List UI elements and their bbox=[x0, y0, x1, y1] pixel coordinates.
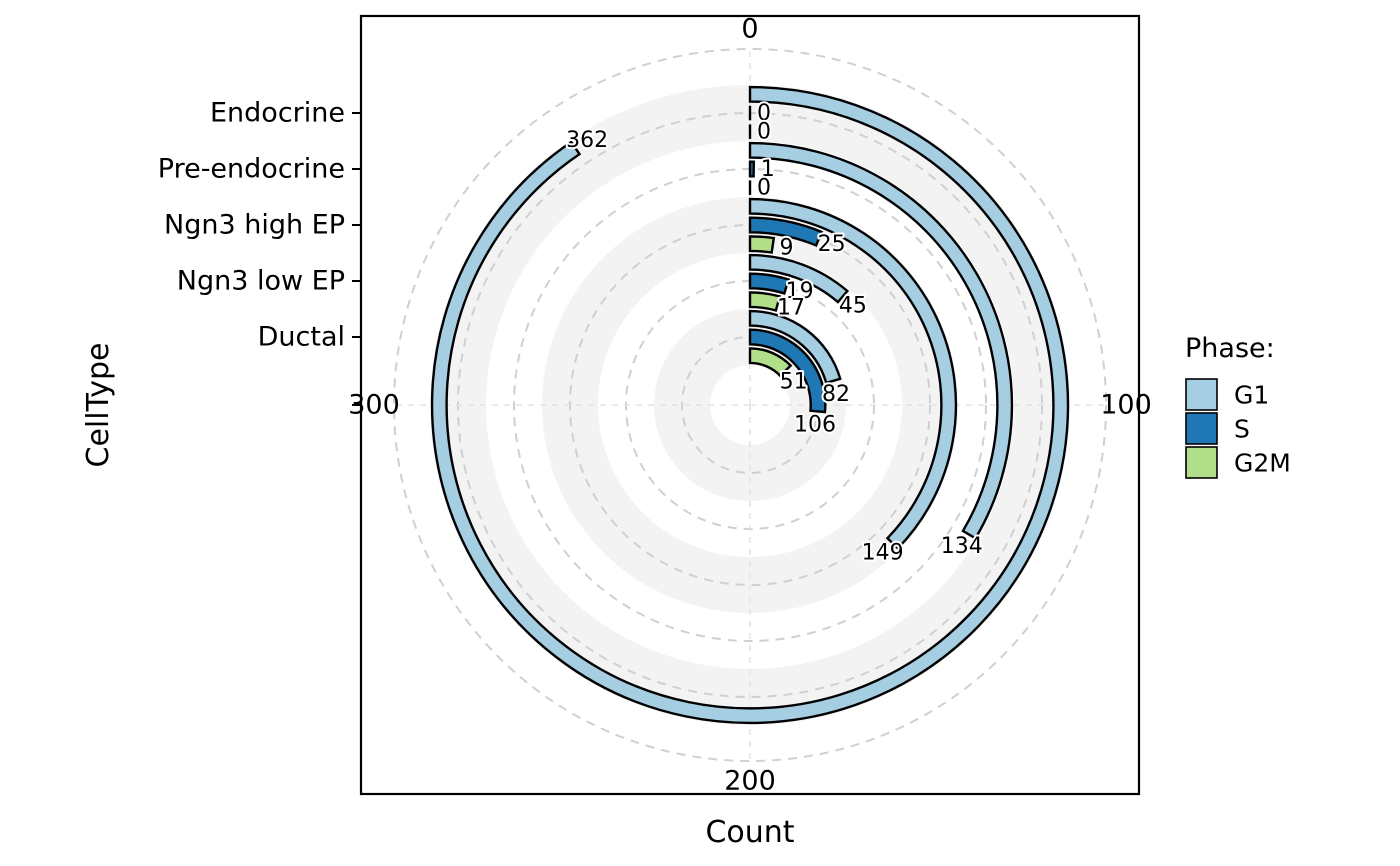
data-label: 0 bbox=[757, 120, 771, 145]
data-label: 45 bbox=[839, 294, 867, 319]
data-label: 362 bbox=[566, 128, 608, 153]
bar-g1-endocrine bbox=[430, 85, 1070, 725]
bar-g2m-ngn3-low-ep bbox=[748, 291, 782, 312]
angle-tick-label: 100 bbox=[1100, 390, 1152, 421]
bar-s-ngn3-low-ep bbox=[748, 272, 791, 295]
data-label: 25 bbox=[818, 232, 846, 257]
data-label: 51 bbox=[780, 369, 808, 394]
category-label: Ductal bbox=[258, 322, 345, 353]
angle-tick-label: 0 bbox=[741, 14, 758, 45]
grid-lines bbox=[393, 48, 1107, 762]
legend-label: G2M bbox=[1234, 449, 1291, 478]
legend-label: G1 bbox=[1234, 381, 1269, 410]
data-label: 0 bbox=[757, 176, 771, 201]
y-axis-title: CellType bbox=[81, 343, 116, 468]
data-label: 149 bbox=[862, 540, 904, 565]
grid-circle bbox=[393, 48, 1107, 762]
bar-s-ductal bbox=[748, 328, 827, 414]
x-axis-title: Count bbox=[705, 815, 794, 850]
bar-g2m-ductal bbox=[748, 347, 793, 378]
legend: Phase: G1 S G2M bbox=[1185, 333, 1291, 479]
bar-s-ngn3-high-ep bbox=[748, 216, 824, 247]
bars bbox=[430, 85, 1070, 725]
legend-title: Phase: bbox=[1185, 333, 1275, 364]
category-label: Pre-endocrine bbox=[158, 154, 345, 185]
category-label: Ngn3 high EP bbox=[164, 210, 345, 241]
data-label: 82 bbox=[822, 382, 850, 407]
data-label: 17 bbox=[777, 295, 805, 320]
legend-key-g1 bbox=[1185, 378, 1218, 411]
category-axis: Ductal Ngn3 low EP Ngn3 high EP Pre-endocri… bbox=[158, 98, 361, 406]
bar-s-pre-endocrine bbox=[748, 160, 756, 178]
data-label: 134 bbox=[941, 534, 983, 559]
bar-g1-ductal bbox=[748, 309, 842, 385]
legend-key-s bbox=[1185, 412, 1218, 445]
data-label: 9 bbox=[779, 235, 793, 260]
legend-label: S bbox=[1234, 415, 1250, 444]
data-label: 1 bbox=[761, 157, 775, 182]
bar-g1-ngn3-high-ep bbox=[748, 197, 958, 551]
angle-tick-label: 200 bbox=[724, 766, 776, 797]
category-label: Endocrine bbox=[210, 98, 345, 129]
category-label: Ngn3 low EP bbox=[177, 266, 345, 297]
data-label: 106 bbox=[794, 413, 836, 438]
bar-g1-ngn3-low-ep bbox=[748, 253, 850, 304]
bar-g1-pre-endocrine bbox=[748, 141, 1014, 540]
legend-key-g2m bbox=[1185, 446, 1218, 479]
bar-g2m-ngn3-high-ep bbox=[748, 235, 776, 254]
data-label: 19 bbox=[786, 279, 814, 304]
data-label: 0 bbox=[757, 101, 771, 126]
